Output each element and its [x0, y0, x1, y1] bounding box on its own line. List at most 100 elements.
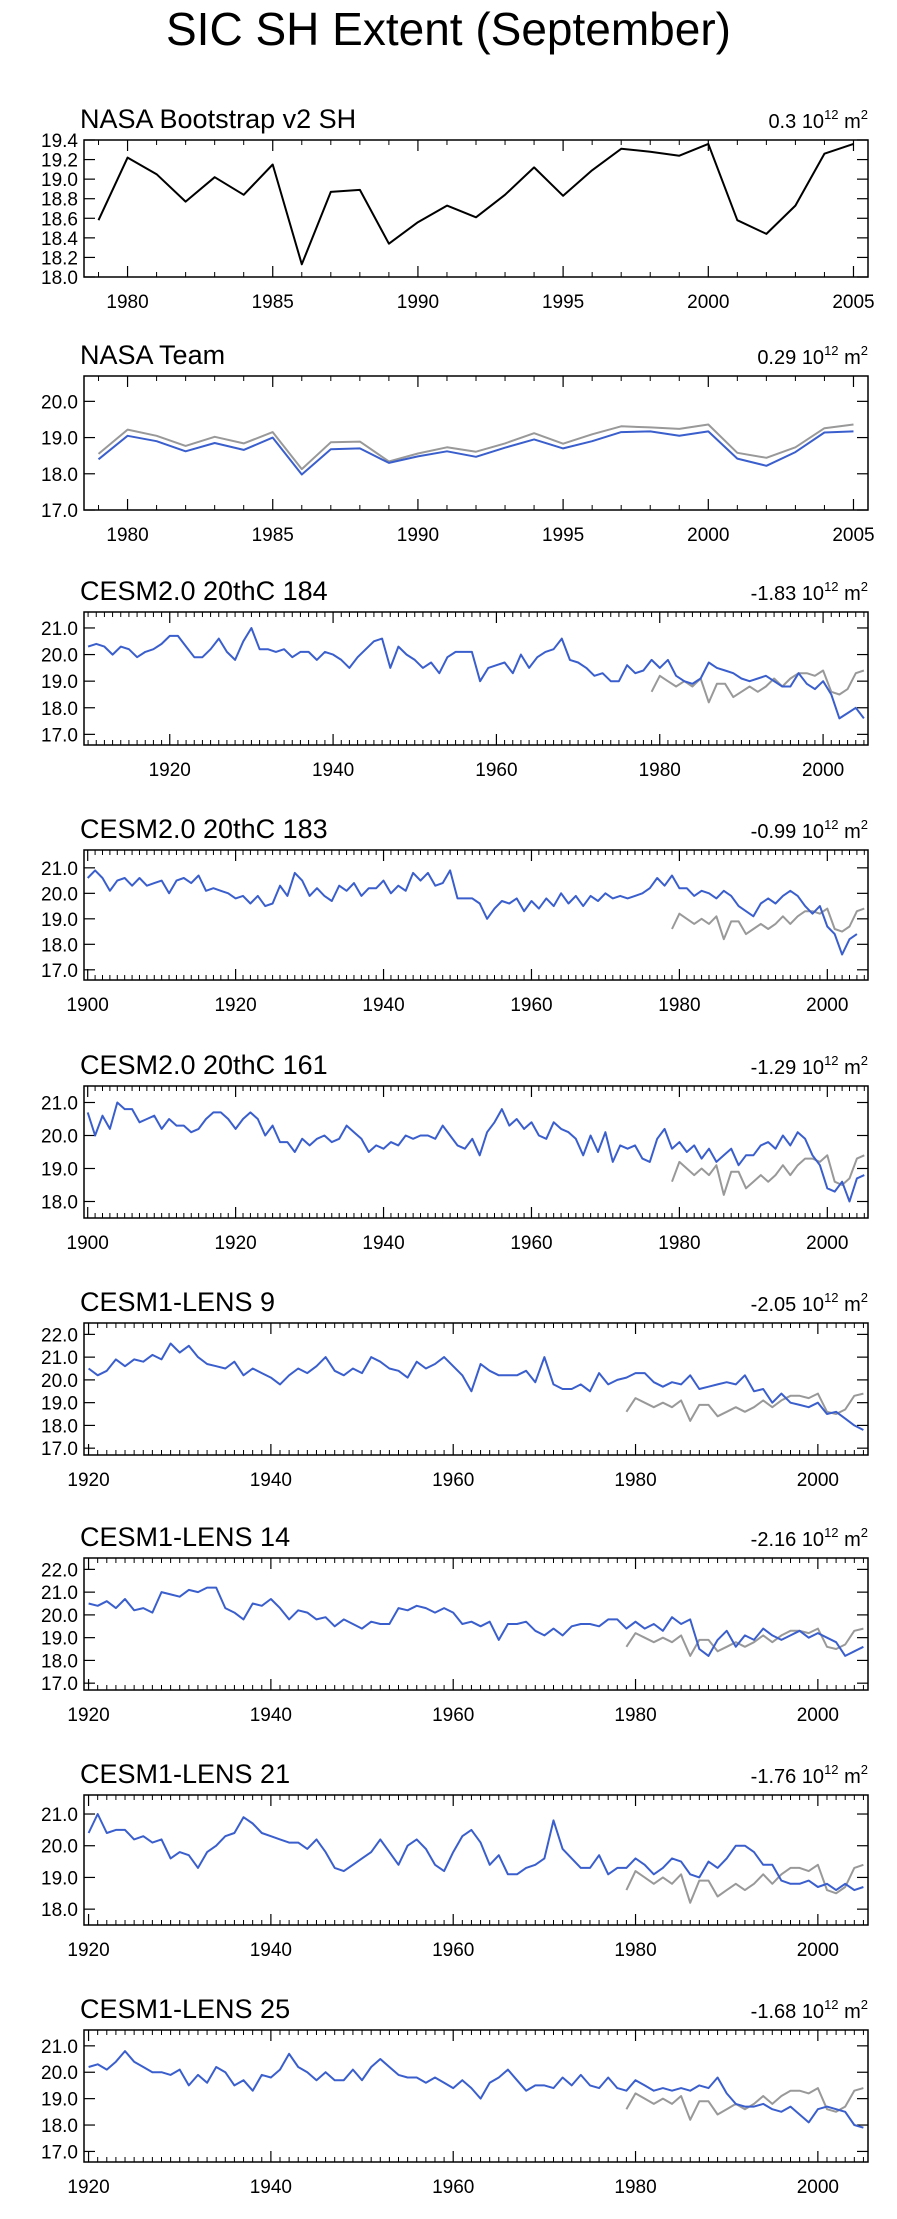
x-tick-label: 1980	[614, 2177, 656, 2198]
trend-unit-suffix: m	[844, 1766, 861, 1788]
y-tick-label: 18.0	[41, 268, 78, 289]
x-tick-label: 2005	[832, 292, 874, 313]
y-tick-label: 21.0	[41, 1094, 78, 1115]
x-tick-label: 1920	[67, 1940, 109, 1961]
y-tick-label: 19.0	[41, 2090, 78, 2111]
x-tick-label: 1980	[106, 525, 148, 546]
trend-label: -1.29 1012 m2	[751, 1053, 868, 1079]
x-tick-label: 1995	[542, 525, 584, 546]
y-tick-label: 18.6	[41, 209, 78, 230]
plot-frame	[83, 375, 869, 511]
y-tick-label: 19.0	[41, 1629, 78, 1650]
chart-panel-4: CESM2.0 20thC 183 -0.99 1012 m2 1900 1920 19…	[41, 814, 869, 1016]
trend-unit-suffix: m	[844, 111, 861, 133]
y-tick-label: 22.0	[41, 1560, 78, 1581]
x-tick-label: 2000	[797, 1940, 839, 1961]
trend-value: 0.29	[757, 347, 796, 369]
x-tick-label: 2000	[806, 995, 848, 1016]
trend-value: -2.16	[751, 1529, 797, 1551]
x-tick-label: 1940	[250, 2177, 292, 2198]
trend-unit-suffix: m	[844, 1057, 861, 1079]
y-tick-label: 18.0	[41, 1193, 78, 1214]
y-tick-label: 21.0	[41, 859, 78, 880]
series-line-2	[86, 1101, 865, 1203]
plot-frame	[83, 1322, 869, 1456]
trend-unit-exp: 12	[824, 1290, 838, 1305]
panel-title: CESM2.0 20thC 161	[80, 1050, 328, 1080]
series-line-1	[671, 1154, 865, 1196]
x-tick-label: 2005	[832, 525, 874, 546]
y-tick-label: 22.0	[41, 1325, 78, 1346]
x-tick-label: 1960	[432, 1940, 474, 1961]
x-tick-label: 1920	[67, 1470, 109, 1491]
trend-unit-suffix: m	[844, 583, 861, 605]
x-tick-label: 1990	[397, 292, 439, 313]
trend-unit-exp: 12	[824, 1053, 838, 1068]
plot-frame	[83, 1085, 869, 1219]
x-tick-label: 1940	[362, 995, 404, 1016]
panel-title: CESM1-LENS 21	[80, 1759, 290, 1789]
y-tick-label: 18.0	[41, 2116, 78, 2137]
y-tick-label: 19.0	[41, 1868, 78, 1889]
y-tick-label: 17.0	[41, 501, 78, 522]
y-tick-label: 17.0	[41, 1439, 78, 1460]
y-tick-label: 20.0	[41, 646, 78, 667]
y-tick-label: 18.0	[41, 465, 78, 486]
series-line-1	[625, 1863, 864, 1904]
trend-label: 0.3 1012 m2	[768, 107, 868, 133]
plot-frame	[83, 2029, 869, 2163]
trend-unit-suffix: m	[844, 1294, 861, 1316]
y-tick-label: 20.0	[41, 1127, 78, 1148]
trend-unit-base: 10	[802, 347, 824, 369]
trend-unit-base: 10	[802, 583, 824, 605]
x-tick-label: 1980	[614, 1940, 656, 1961]
x-tick-label: 1980	[106, 292, 148, 313]
trend-unit-base: 10	[802, 1294, 824, 1316]
y-tick-label: 20.0	[41, 392, 78, 413]
figure-title: SIC SH Extent (September)	[166, 3, 731, 55]
x-tick-label: 1980	[658, 995, 700, 1016]
y-tick-label: 18.4	[41, 229, 78, 250]
panel-title: CESM1-LENS 14	[80, 1522, 290, 1552]
series-line-2	[88, 1586, 864, 1657]
series-line-2	[88, 1342, 864, 1431]
y-tick-label: 21.0	[41, 1583, 78, 1604]
trend-label: -1.68 1012 m2	[751, 1997, 868, 2023]
x-tick-label: 1940	[250, 1705, 292, 1726]
panel-title: CESM1-LENS 9	[80, 1287, 275, 1317]
y-tick-label: 20.0	[41, 1606, 78, 1627]
x-tick-label: 1960	[432, 1705, 474, 1726]
trend-unit-exp: 12	[824, 1525, 838, 1540]
y-tick-label: 19.0	[41, 1394, 78, 1415]
y-tick-label: 17.0	[41, 1674, 78, 1695]
series-line-2	[87, 627, 865, 720]
series-line-1	[625, 2087, 864, 2121]
y-tick-label: 20.0	[41, 1371, 78, 1392]
y-tick-label: 18.2	[41, 248, 78, 269]
trend-label: -2.05 1012 m2	[751, 1290, 868, 1316]
trend-unit-base: 10	[802, 1529, 824, 1551]
trend-value: -1.83	[751, 583, 797, 605]
trend-unit-suffix: m	[844, 1529, 861, 1551]
x-tick-label: 1980	[639, 760, 681, 781]
y-tick-label: 18.0	[41, 935, 78, 956]
series-line-1	[671, 907, 865, 941]
chart-panel-7: CESM1-LENS 14 -2.16 1012 m2 1920 1940 1960 19…	[41, 1522, 869, 1726]
x-tick-label: 1900	[67, 995, 109, 1016]
trend-unit-exp: 12	[824, 1997, 838, 2012]
y-tick-label: 17.0	[41, 2142, 78, 2163]
x-tick-label: 1960	[475, 760, 517, 781]
y-tick-label: 21.0	[41, 1805, 78, 1826]
trend-unit-exp2: 2	[861, 579, 868, 594]
x-tick-label: 1985	[252, 292, 294, 313]
y-tick-label: 19.4	[41, 131, 78, 152]
x-tick-label: 1980	[614, 1470, 656, 1491]
trend-unit-base: 10	[802, 1057, 824, 1079]
panel-title: NASA Team	[80, 340, 225, 370]
x-tick-label: 1995	[542, 292, 584, 313]
y-tick-label: 19.0	[41, 1160, 78, 1181]
x-tick-label: 2000	[687, 292, 729, 313]
trend-unit-exp2: 2	[861, 1290, 868, 1305]
series-line-1	[97, 142, 854, 266]
y-tick-label: 21.0	[41, 1348, 78, 1369]
